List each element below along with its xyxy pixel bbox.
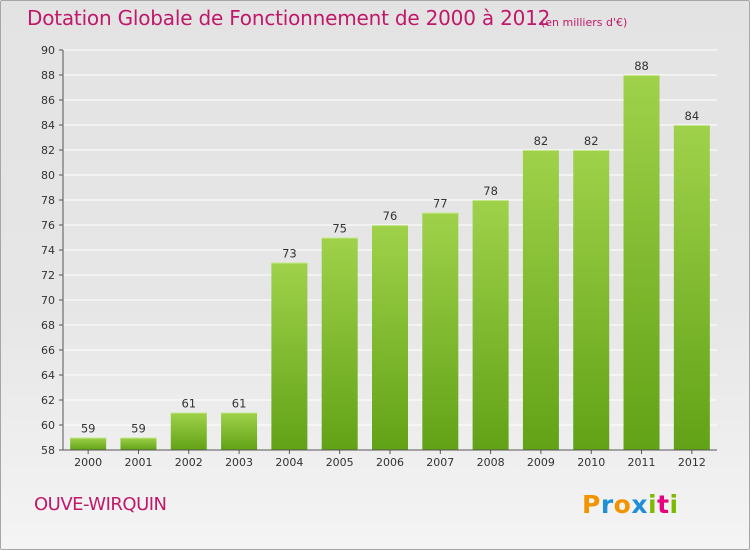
logo-letter: i	[648, 490, 658, 519]
logo-letter: t	[657, 490, 670, 519]
bar-2012[interactable]	[673, 125, 710, 450]
y-tick-label: 78	[41, 194, 55, 207]
logo-letter: x	[631, 490, 648, 519]
y-tick-label: 70	[41, 294, 55, 307]
y-tick-label: 84	[41, 119, 55, 132]
bar-2002[interactable]	[170, 412, 207, 451]
data-label: 76	[383, 209, 398, 223]
logo-letter: P	[582, 490, 601, 519]
bar-2010[interactable]	[573, 150, 610, 450]
data-label: 82	[584, 134, 599, 148]
data-label: 61	[232, 397, 247, 411]
bar-2003[interactable]	[221, 412, 258, 451]
y-tick-label: 58	[41, 444, 55, 457]
data-label: 82	[534, 134, 549, 148]
labels: 59 59 61 61 73 75 76 77 78 82 82 88 84	[81, 59, 699, 436]
y-tick-label: 66	[41, 344, 55, 357]
logo-letter: r	[600, 490, 614, 519]
bars	[70, 75, 710, 450]
data-label: 75	[332, 222, 347, 236]
data-label: 73	[282, 247, 297, 261]
data-label: 84	[685, 109, 700, 123]
data-label: 78	[483, 184, 498, 198]
bar-2001[interactable]	[120, 437, 157, 451]
axes: 58 60 62 64 66 68 70 72 74 76 78 80 82 84 86 88 90 2000 20…	[41, 44, 717, 469]
data-label: 61	[181, 397, 196, 411]
data-label: 88	[634, 59, 649, 73]
x-tick-label: 2011	[628, 456, 656, 469]
x-tick-label: 2007	[426, 456, 454, 469]
x-tick-label: 2002	[175, 456, 203, 469]
y-tick-label: 80	[41, 169, 55, 182]
bar-2006[interactable]	[372, 225, 408, 450]
x-tick-label: 2010	[577, 456, 605, 469]
bar-2000[interactable]	[70, 437, 107, 451]
y-tick-label: 72	[41, 269, 55, 282]
y-tick-label: 64	[41, 369, 55, 382]
x-tick-label: 2008	[477, 456, 505, 469]
x-tick-label: 2001	[124, 456, 152, 469]
bar-2008[interactable]	[472, 200, 509, 450]
y-tick-label: 76	[41, 219, 55, 232]
x-tick-label: 2003	[225, 456, 253, 469]
logo-letter: i	[669, 490, 679, 519]
bar-2004[interactable]	[271, 262, 308, 451]
y-tick-label: 90	[41, 44, 55, 57]
bar-2009[interactable]	[522, 150, 559, 450]
x-tick-label: 2000	[74, 456, 102, 469]
bar-2005[interactable]	[321, 237, 358, 451]
commune-name: OUVE-WIRQUIN	[34, 494, 167, 515]
y-tick-label: 68	[41, 319, 55, 332]
x-tick-label: 2005	[326, 456, 354, 469]
y-tick-label: 86	[41, 94, 55, 107]
y-tick-label: 62	[41, 394, 55, 407]
proxiti-logo[interactable]: Proxiti	[582, 490, 679, 519]
chart-subtitle: (en milliers d'€)	[541, 16, 628, 29]
x-tick-label: 2012	[678, 456, 706, 469]
y-tick-label: 88	[41, 69, 55, 82]
bar-2011[interactable]	[623, 75, 660, 450]
data-label: 59	[131, 422, 146, 436]
data-label: 77	[433, 197, 448, 211]
x-tick-label: 2006	[376, 456, 404, 469]
x-tick-label: 2009	[527, 456, 555, 469]
logo-letter: o	[613, 490, 632, 519]
y-tick-label: 82	[41, 144, 55, 157]
bar-2007[interactable]	[422, 212, 459, 451]
x-tick-label: 2004	[275, 456, 303, 469]
chart-title: Dotation Globale de Fonctionnement de 20…	[27, 6, 551, 30]
data-label: 59	[81, 422, 96, 436]
y-tick-label: 74	[41, 244, 55, 257]
y-tick-label: 60	[41, 419, 55, 432]
